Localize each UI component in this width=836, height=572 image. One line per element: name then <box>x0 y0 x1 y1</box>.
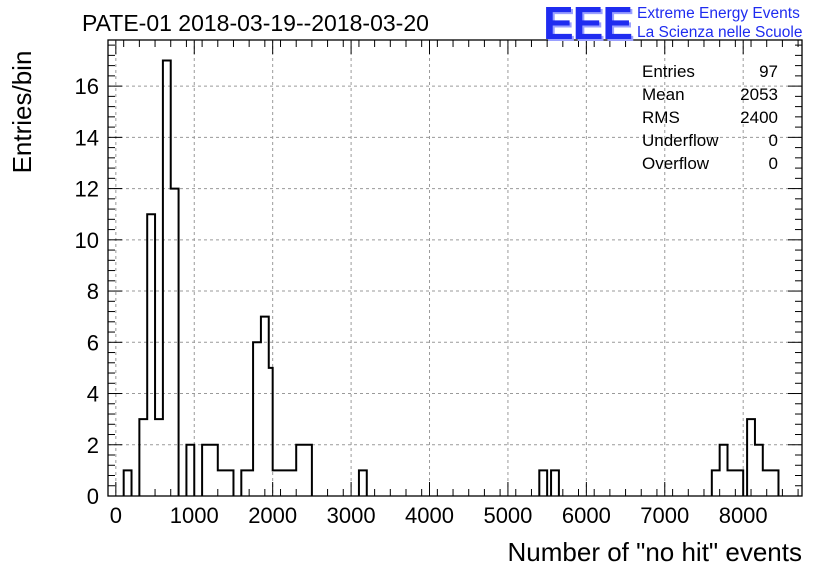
x-tick-label: 5000 <box>483 503 532 528</box>
eee-logo: EEE <box>543 0 633 49</box>
histogram-bin <box>210 445 218 496</box>
y-tick-label: 8 <box>87 279 99 304</box>
histogram-bin <box>720 445 728 496</box>
histogram-bin <box>735 470 743 496</box>
plot-frame <box>107 39 803 497</box>
histogram-bin <box>539 470 547 496</box>
logo-caption-line1: Extreme Energy Events <box>637 5 800 22</box>
histogram-bin <box>124 470 132 496</box>
histogram-bin <box>281 470 289 496</box>
axis-ticks <box>108 40 802 497</box>
histogram-bin <box>163 60 171 496</box>
stat-label: Mean <box>642 85 685 104</box>
histogram-bin <box>147 214 155 496</box>
x-tick-label: 0 <box>110 503 122 528</box>
y-tick-label: 14 <box>75 125 99 150</box>
histogram-bin <box>728 470 736 496</box>
stat-label: Entries <box>642 62 695 81</box>
histogram-bin <box>241 470 249 496</box>
stat-entries: Entries 97 <box>642 60 778 83</box>
y-tick-label: 2 <box>87 433 99 458</box>
y-tick-label: 4 <box>87 382 99 407</box>
y-tick-label: 12 <box>75 177 99 202</box>
stat-value: 0 <box>768 131 778 150</box>
logo-caption-line2: La Scienza nelle Scuole <box>637 24 803 41</box>
stat-value: 2400 <box>740 108 778 127</box>
grid-lines <box>108 40 802 496</box>
histogram-outline <box>122 59 780 496</box>
y-tick-label: 16 <box>75 74 99 99</box>
x-tick-label: 1000 <box>170 503 219 528</box>
y-axis-label: Entries/bin <box>7 51 37 174</box>
x-tick-label: 3000 <box>327 503 376 528</box>
logo-caption: Extreme Energy Events La Scienza nelle S… <box>637 4 802 42</box>
y-tick-label: 6 <box>87 330 99 355</box>
histogram-bin <box>139 419 147 496</box>
histogram-bin <box>273 470 281 496</box>
histogram-bin <box>269 368 273 496</box>
stat-rms: RMS 2400 <box>642 106 778 129</box>
histogram-bin <box>296 445 304 496</box>
histogram-bin <box>712 470 720 496</box>
histogram-bin <box>359 470 367 496</box>
histogram-bin <box>288 470 296 496</box>
histogram-bin <box>771 470 779 496</box>
histogram-bin <box>202 445 210 496</box>
tick-labels: 0 1000 2000 3000 4000 5000 6000 7000 8000 0 2 4 6 8 10… <box>75 74 768 528</box>
stats-box: Entries 97 Mean 2053 RMS 2400 Underflow … <box>642 60 778 175</box>
histogram-bin <box>218 470 226 496</box>
stat-label: RMS <box>642 108 680 127</box>
histogram-bin <box>261 317 269 496</box>
x-tick-label: 7000 <box>640 503 689 528</box>
stat-label: Underflow <box>642 131 719 150</box>
stat-value: 2053 <box>740 85 778 104</box>
histogram-bin <box>249 470 253 496</box>
histogram-bin <box>155 419 163 496</box>
histogram-bin <box>304 445 312 496</box>
chart-title: PATE-01 2018-03-19--2018-03-20 <box>82 10 429 36</box>
x-tick-label: 2000 <box>248 503 297 528</box>
histogram-bin <box>253 342 261 496</box>
y-tick-label: 10 <box>75 228 99 253</box>
histogram-bin <box>755 445 763 496</box>
stat-value: 0 <box>768 154 778 173</box>
x-tick-label: 4000 <box>405 503 454 528</box>
histogram-bin <box>226 470 234 496</box>
stat-mean: Mean 2053 <box>642 83 778 106</box>
histogram-bin <box>763 470 771 496</box>
x-tick-label: 8000 <box>719 503 768 528</box>
stat-label: Overflow <box>642 154 710 173</box>
histogram-bin <box>186 445 194 496</box>
x-tick-label: 6000 <box>562 503 611 528</box>
histogram-bin <box>551 470 559 496</box>
stat-overflow: Overflow 0 <box>642 152 778 175</box>
histogram-bin <box>171 189 179 496</box>
x-axis-label: Number of "no hit" events <box>508 537 803 567</box>
stat-underflow: Underflow 0 <box>642 129 778 152</box>
stat-value: 97 <box>759 62 778 81</box>
histogram-bin <box>747 419 755 496</box>
y-tick-label: 0 <box>87 484 99 509</box>
